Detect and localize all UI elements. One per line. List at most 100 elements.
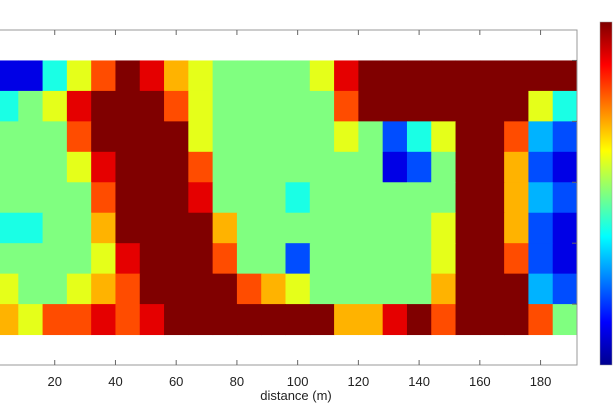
heatmap-cell bbox=[188, 60, 214, 92]
heatmap-cell bbox=[455, 212, 481, 244]
heatmap-cell bbox=[139, 304, 165, 336]
heatmap-cell bbox=[236, 90, 262, 122]
heatmap-cell bbox=[552, 60, 578, 92]
heatmap-cell bbox=[285, 121, 311, 153]
heatmap-cell bbox=[261, 151, 286, 183]
heatmap-cell bbox=[115, 243, 141, 275]
heatmap-cell bbox=[309, 90, 335, 122]
heatmap-cell bbox=[91, 90, 116, 122]
heatmap-cell bbox=[334, 60, 359, 92]
heatmap-cell bbox=[115, 151, 141, 183]
heatmap-cell bbox=[479, 90, 505, 122]
heatmap-cell bbox=[309, 304, 335, 336]
heatmap-cell bbox=[285, 304, 311, 336]
heatmap-cell bbox=[504, 304, 529, 336]
heatmap-cell bbox=[504, 273, 529, 305]
heatmap-cell bbox=[261, 60, 286, 92]
heatmap-cell bbox=[212, 182, 238, 214]
heatmap-cell bbox=[164, 212, 189, 244]
heatmap-cell bbox=[42, 121, 68, 153]
heatmap-cell bbox=[164, 121, 189, 153]
heatmap-cell bbox=[406, 182, 432, 214]
heatmap-cell bbox=[115, 273, 141, 305]
heatmap-cell bbox=[406, 121, 432, 153]
heatmap-cell bbox=[455, 304, 481, 336]
heatmap-cell bbox=[42, 212, 68, 244]
heatmap-cell bbox=[431, 304, 457, 336]
heatmap-cell bbox=[66, 182, 92, 214]
heatmap-cell bbox=[358, 151, 384, 183]
heatmap-cell bbox=[285, 60, 311, 92]
heatmap-cell bbox=[455, 182, 481, 214]
heatmap-cell bbox=[91, 151, 116, 183]
heatmap-cell bbox=[479, 121, 505, 153]
heatmap-cell bbox=[66, 304, 92, 336]
heatmap-cell bbox=[406, 273, 432, 305]
heatmap-cell bbox=[139, 121, 165, 153]
heatmap-cell bbox=[18, 90, 44, 122]
heatmap-cell bbox=[382, 243, 408, 275]
heatmap-cell bbox=[528, 212, 554, 244]
heatmap-cell bbox=[309, 60, 335, 92]
heatmap-cell bbox=[115, 182, 141, 214]
heatmap-cell bbox=[91, 212, 116, 244]
heatmap-cell bbox=[358, 182, 384, 214]
heatmap-cell bbox=[212, 212, 238, 244]
heatmap-cell bbox=[528, 90, 554, 122]
heatmap-cell bbox=[261, 243, 286, 275]
heatmap-cell bbox=[18, 182, 44, 214]
heatmap-cell bbox=[504, 212, 529, 244]
heatmap-cell bbox=[188, 212, 214, 244]
heatmap-cell bbox=[552, 151, 578, 183]
heatmap-cell bbox=[431, 90, 457, 122]
heatmap-cell bbox=[236, 304, 262, 336]
heatmap-cell bbox=[66, 90, 92, 122]
heatmap-cell bbox=[528, 60, 554, 92]
heatmap-cell bbox=[18, 212, 44, 244]
heatmap-cell bbox=[334, 151, 359, 183]
heatmap-cell bbox=[236, 273, 262, 305]
heatmap-cell bbox=[66, 243, 92, 275]
heatmap-cell bbox=[504, 90, 529, 122]
heatmap-cell bbox=[431, 243, 457, 275]
heatmap-cell bbox=[406, 90, 432, 122]
heatmap-cell bbox=[188, 90, 214, 122]
heatmap-cell bbox=[261, 212, 286, 244]
heatmap-cell bbox=[334, 273, 359, 305]
heatmap-cell bbox=[334, 304, 359, 336]
heatmap-cell bbox=[479, 304, 505, 336]
heatmap-cell bbox=[261, 182, 286, 214]
heatmap-cell bbox=[164, 243, 189, 275]
heatmap-cell bbox=[309, 243, 335, 275]
heatmap bbox=[0, 60, 578, 336]
heatmap-cell bbox=[0, 273, 19, 305]
heatmap-cell bbox=[455, 90, 481, 122]
heatmap-cell bbox=[139, 243, 165, 275]
heatmap-cell bbox=[164, 304, 189, 336]
heatmap-cell bbox=[0, 243, 19, 275]
heatmap-cell bbox=[139, 182, 165, 214]
heatmap-cell bbox=[188, 182, 214, 214]
heatmap-cell bbox=[552, 304, 578, 336]
heatmap-cell bbox=[212, 90, 238, 122]
x-tick-label: 20 bbox=[47, 374, 61, 389]
heatmap-cell bbox=[431, 182, 457, 214]
heatmap-cell bbox=[504, 182, 529, 214]
heatmap-cell bbox=[0, 60, 19, 92]
heatmap-cell bbox=[358, 273, 384, 305]
colorbar bbox=[599, 21, 613, 366]
heatmap-cell bbox=[18, 243, 44, 275]
heatmap-cell bbox=[18, 304, 44, 336]
heatmap-cell bbox=[18, 60, 44, 92]
heatmap-cell bbox=[115, 90, 141, 122]
heatmap-cell bbox=[139, 273, 165, 305]
heatmap-cell bbox=[455, 273, 481, 305]
heatmap-cell bbox=[528, 182, 554, 214]
heatmap-cell bbox=[309, 182, 335, 214]
heatmap-cell bbox=[285, 243, 311, 275]
heatmap-cell bbox=[431, 212, 457, 244]
heatmap-cell bbox=[382, 90, 408, 122]
x-tick-label: 120 bbox=[348, 374, 370, 389]
x-tick-label: 100 bbox=[287, 374, 309, 389]
